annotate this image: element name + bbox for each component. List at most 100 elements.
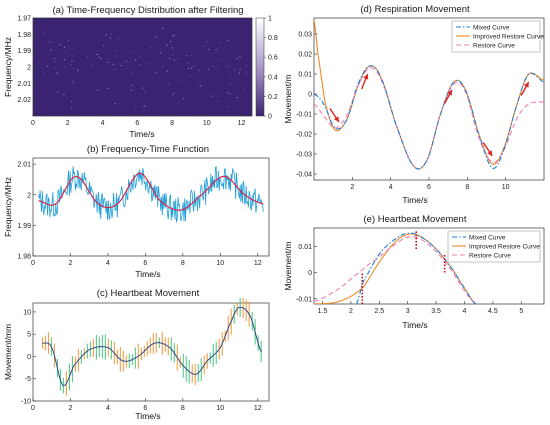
heatmap-cell [236, 97, 238, 98]
y-tick-label: 0.03 [298, 32, 312, 39]
y-tick-label: -5 [25, 376, 31, 383]
heatmap-cell [37, 60, 39, 62]
y-tick-label: 2 [27, 192, 31, 199]
legend-entry: Mixed Curve [469, 234, 506, 241]
heatmap-cell [227, 92, 229, 93]
y-tick-label: 0.01 [298, 72, 312, 79]
heatmap-cell [218, 82, 220, 84]
heatmap-cell [36, 69, 38, 71]
heatmap-cell [166, 70, 168, 72]
y-tick-label: 2.02 [17, 97, 31, 104]
heatmap-cell [189, 76, 191, 77]
heatmap-cell [178, 82, 180, 84]
y-tick-label: -0.01 [296, 112, 312, 119]
heatmap-cell [199, 85, 202, 87]
heatmap-cell [226, 66, 228, 68]
heatmap-cell [57, 73, 59, 75]
heatmap-cell [114, 50, 116, 52]
heatmap-cell [105, 34, 107, 36]
x-tick-label: 0 [31, 120, 35, 127]
heatmap-cell [226, 106, 228, 107]
heatmap-cell [183, 98, 185, 100]
y-tick-label: 2.01 [17, 81, 31, 88]
heatmap-cell [168, 57, 171, 59]
heatmap-cell [72, 80, 74, 82]
heatmap-cell [171, 94, 174, 96]
series-smooth-frequency [38, 172, 264, 211]
panel-a-xlabel: Time/s [129, 129, 154, 139]
heatmap-cell [226, 40, 229, 42]
y-tick-label: -0.03 [296, 152, 312, 159]
panel-e-frame [313, 227, 545, 305]
y-tick-label: 1.99 [17, 223, 31, 230]
heatmap-cell [190, 55, 192, 57]
heatmap-cell [139, 64, 141, 65]
panel-e-line-chart: (e) Heartbeat Movement 1.5 2 2.5 3 3.5 4 4.5 5 … [283, 214, 545, 330]
panel-c-ylabel: Movement/mm [3, 324, 13, 380]
heatmap-cell [185, 55, 187, 56]
heatmap-cell [72, 81, 74, 83]
series-mixed-curve [356, 232, 477, 304]
heatmap-cell [42, 73, 44, 75]
x-tick-label: 0 [31, 405, 35, 412]
panel-d-title: (d) Respiration Movement [360, 4, 470, 15]
x-tick-label: 10 [502, 184, 510, 191]
x-tick-label: 10 [203, 120, 211, 127]
heatmap-cell [173, 34, 176, 36]
heatmap-cell [107, 61, 109, 63]
heatmap-cell [82, 85, 84, 87]
heatmap-cell [86, 55, 88, 57]
heatmap-cell [217, 100, 219, 102]
panel-b-title: (b) Frequency-Time Function [87, 144, 209, 155]
x-tick-label: 6 [135, 120, 139, 127]
heatmap-cell [63, 67, 65, 69]
heatmap-cell [100, 58, 102, 60]
legend-entry: Restore Curve [473, 42, 515, 49]
panel-e-title: (e) Heartbeat Movement [364, 214, 467, 225]
x-tick-label: 8 [181, 260, 185, 267]
y-tick-label: 0 [308, 92, 312, 99]
heatmap-cell [71, 101, 73, 102]
heatmap-cell [131, 84, 134, 86]
heatmap-cell [120, 65, 122, 66]
heatmap-cell [203, 45, 205, 47]
panel-c-line-chart: (c) Heartbeat Movement 0 2 4 6 8 10 12 -10 -5 0 5… [3, 288, 270, 421]
heatmap-cell [142, 87, 144, 89]
red-arrow-annotation [361, 73, 369, 90]
heatmap-cell [59, 44, 61, 46]
heatmap-cell [194, 65, 196, 67]
heatmap-cell [190, 67, 192, 69]
heatmap-cell [173, 59, 175, 61]
heatmap-cell [187, 68, 189, 69]
series-improved-restore-curve [314, 233, 477, 304]
heatmap-cell [172, 54, 174, 56]
heatmap-cell [171, 46, 173, 48]
heatmap-cell [206, 41, 208, 43]
heatmap-cell [170, 41, 172, 43]
heatmap-cell [246, 73, 248, 75]
x-tick-label: 6 [427, 184, 431, 191]
heatmap-cell [217, 59, 220, 61]
x-tick-label: 3 [406, 308, 410, 315]
heatmap-cell [173, 93, 175, 94]
panel-e-ylabel: Movement/m [283, 241, 293, 290]
heatmap-cell [150, 47, 152, 49]
heatmap-cell [63, 94, 65, 96]
panel-b-xlabel: Time/s [135, 269, 160, 279]
heatmap-cell [238, 72, 240, 74]
heatmap-cell [197, 80, 199, 82]
heatmap-cell [117, 38, 119, 40]
x-tick-label: 5 [519, 308, 523, 315]
y-tick-label: -10 [21, 399, 31, 406]
panel-c-title: (c) Heartbeat Movement [97, 288, 200, 299]
panel-a-heatmap: (a) Time-Frequency Distribution after Fi… [3, 5, 278, 139]
colorbar-tick-label: 0 [268, 114, 272, 121]
x-tick-label: 2 [349, 308, 353, 315]
heatmap-cell [148, 63, 150, 64]
heatmap-speckle [36, 28, 248, 109]
heatmap-cell [229, 83, 231, 85]
heatmap-cell [114, 56, 116, 58]
legend-entry: Improved Restore Curve [469, 243, 540, 250]
colorbar-tick-label: 0.2 [268, 94, 278, 101]
heatmap-background [33, 18, 252, 116]
